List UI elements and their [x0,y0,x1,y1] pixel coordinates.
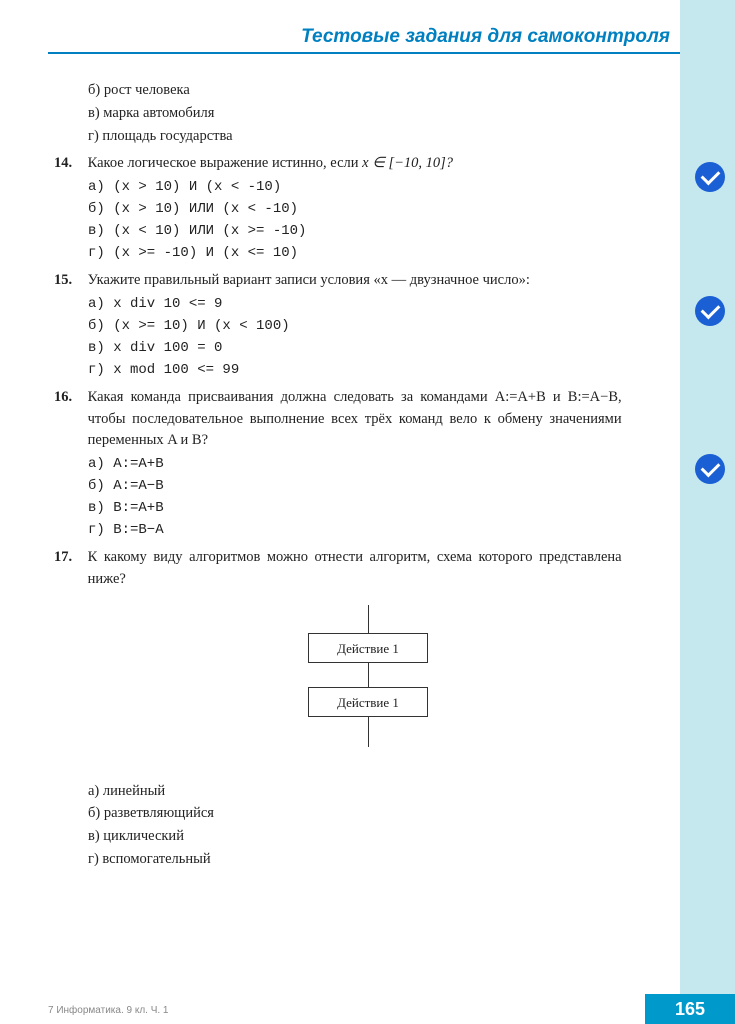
option: г) x mod 100 <= 99 [88,360,628,381]
side-strip [680,0,735,1024]
q-text: Какое логическое выражение истинно, если… [88,155,453,171]
content-area: б) рост человека в) марка автомобиля г) … [88,78,628,877]
option: б) (x >= 10) И (x < 100) [88,316,628,337]
option: г) (x >= -10) И (x <= 10) [88,243,628,264]
option: г) вспомогательный [88,849,628,871]
footer-text: 7 Информатика. 9 кл. Ч. 1 [48,1005,169,1016]
flow-line [368,717,369,747]
option: а) линейный [88,781,628,803]
option: б) рост человека [88,80,628,102]
option: в) (x < 10) ИЛИ (x >= -10) [88,221,628,242]
option: а) x div 10 <= 9 [88,294,628,315]
q-number: 16. [54,387,84,409]
q-text: Укажите правильный вариант записи услови… [88,272,530,288]
question-16: 16. Какая команда присваивания должна сл… [88,387,628,541]
flow-box: Действие 1 [308,633,428,663]
page-header: Тестовые задания для самоконтроля [48,26,670,48]
option: а) A:=A+B [88,454,628,475]
q-number: 17. [54,547,84,569]
option: а) (x > 10) И (x < -10) [88,177,628,198]
check-icon [695,296,725,326]
flowchart-diagram: Действие 1 Действие 1 [258,605,458,765]
check-icon [695,454,725,484]
option: в) циклический [88,826,628,848]
q-text-inner: Какая команда присваивания должна следов… [88,389,622,449]
flow-line [368,605,369,633]
option: в) марка автомобиля [88,103,628,125]
q-text: К какому виду алгоритмов можно отнести а… [88,547,622,591]
header-rule [48,52,680,54]
flow-box: Действие 1 [308,687,428,717]
option: б) разветвляющийся [88,803,628,825]
prev-question-tail: б) рост человека в) марка автомобиля г) … [88,80,628,147]
page-number: 165 [645,994,735,1024]
option: г) площадь государства [88,126,628,148]
option: г) B:=B−A [88,520,628,541]
q-text-part: x ∈ [−10, 10]? [362,155,453,171]
q-text-part: Какое логическое выражение истинно, если [88,155,363,171]
option: б) A:=A−B [88,476,628,497]
flow-line [368,663,369,687]
q-number: 15. [54,270,84,292]
option: б) (x > 10) ИЛИ (x < -10) [88,199,628,220]
question-14: 14. Какое логическое выражение истинно, … [88,153,628,264]
question-17: 17. К какому виду алгоритмов можно отнес… [88,547,628,871]
question-15: 15. Укажите правильный вариант записи ус… [88,270,628,381]
q-text-inner: К какому виду алгоритмов можно отнести а… [88,549,622,587]
q-number: 14. [54,153,84,175]
option: в) x div 100 = 0 [88,338,628,359]
option: в) B:=A+B [88,498,628,519]
q-text: Какая команда присваивания должна следов… [88,387,622,452]
check-icon [695,162,725,192]
